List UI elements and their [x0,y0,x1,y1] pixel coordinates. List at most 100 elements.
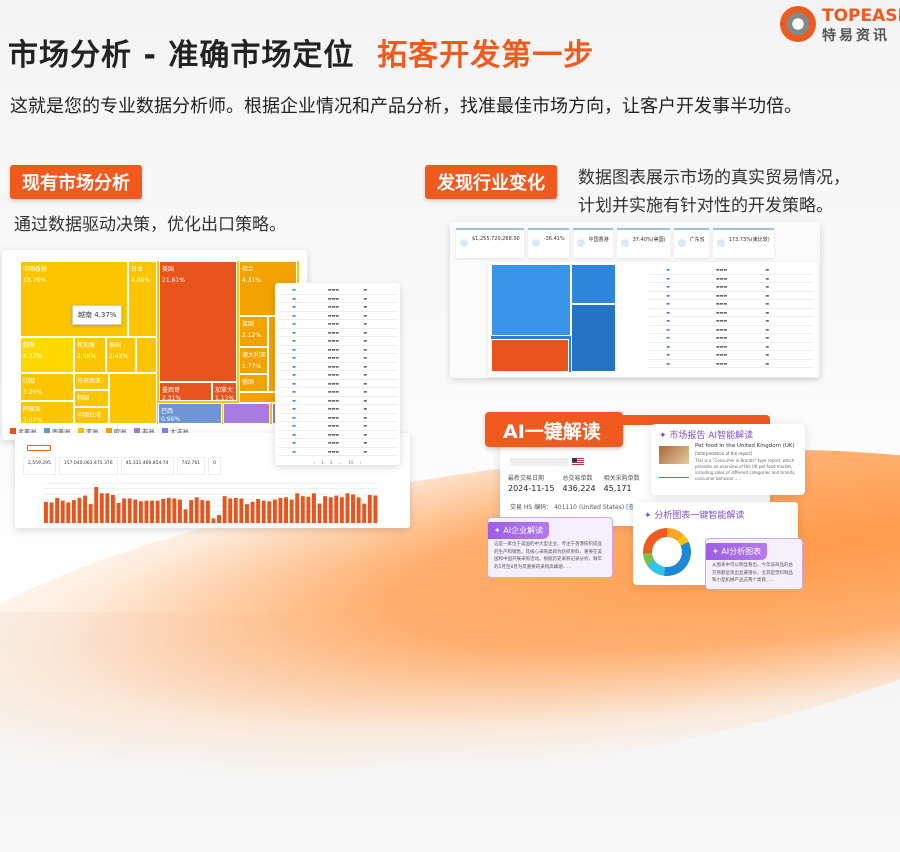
table-row[interactable]: ▬ ▬▬▬ ▬ [278,380,397,388]
bar[interactable] [217,515,221,523]
bar[interactable] [49,502,54,523]
legend-item[interactable]: 大洋洲 [162,427,188,436]
table-row[interactable]: ▬ ▬▬▬ ▬ [278,388,397,397]
bar[interactable] [138,501,143,523]
treemap-cell[interactable]: 美国 21.61% [159,261,237,382]
table-row[interactable]: ▬ ▬▬▬ ▬ [648,292,813,300]
table-row[interactable]: ▬ ▬▬▬ ▬ [278,286,397,295]
legend-item[interactable]: 欧洲 [106,427,126,436]
table-row[interactable]: ▬ ▬▬▬ ▬ [278,320,397,329]
treemap-cell[interactable]: 马来西亚 [74,373,109,390]
treemap-cell[interactable]: 英国 2.12% [239,316,268,347]
bar[interactable] [205,500,210,523]
bar[interactable] [77,497,82,523]
bar[interactable] [261,500,266,523]
table-row[interactable]: ▬ ▬▬▬ ▬ [278,346,397,354]
treemap-cell[interactable]: 德国 [239,374,268,392]
bar[interactable] [233,497,238,523]
table-row[interactable]: ▬ ▬▬▬ ▬ [278,371,397,380]
bar[interactable] [178,499,182,523]
bar[interactable] [71,500,76,523]
bar[interactable] [267,501,272,523]
treemap-cell[interactable]: 韩国 [74,390,109,407]
table-row[interactable]: ▬ ▬▬▬ ▬ [648,326,813,334]
table-row[interactable]: ▬ ▬▬▬ ▬ [278,439,397,448]
legend-item[interactable]: 南美洲 [44,427,70,436]
bar[interactable] [339,497,344,523]
bar[interactable] [194,497,199,523]
legend-item[interactable]: 非洲 [134,427,154,436]
bar[interactable] [278,497,283,523]
bar[interactable] [367,495,372,523]
bar[interactable] [83,495,87,523]
bar[interactable] [272,499,277,523]
bar[interactable] [306,496,311,523]
table-row[interactable]: ▬ ▬▬▬ ▬ [278,329,397,337]
table-row[interactable]: ▬ ▬▬▬ ▬ [648,360,813,368]
bar[interactable] [317,503,322,523]
bar[interactable] [155,500,160,523]
treemap-cell[interactable]: 印度 3.26% [20,373,74,401]
treemap-cell[interactable]: 墨西哥 2.31% [159,382,212,401]
bar[interactable] [323,496,328,523]
bar[interactable] [44,501,48,523]
bar[interactable] [284,497,288,523]
bar[interactable] [133,499,138,523]
export-button[interactable] [27,445,51,451]
bar[interactable] [211,518,216,523]
treemap-cell[interactable]: 加拿大 1.13% [212,382,237,401]
bar[interactable] [60,500,65,523]
table-row[interactable]: ▬ ▬▬▬ ▬ [278,295,397,303]
bar[interactable] [328,497,333,523]
bar[interactable] [183,509,188,523]
bar[interactable] [88,504,93,523]
bar[interactable] [127,498,132,523]
treemap-cell[interactable] [109,373,157,424]
bar[interactable] [66,502,71,523]
table-row[interactable]: ▬ ▬▬▬ ▬ [278,448,397,456]
bar[interactable] [300,496,305,523]
bar[interactable] [362,503,367,523]
table-row[interactable]: ▬ ▬▬▬ ▬ [648,275,813,283]
bar[interactable] [144,500,149,523]
bar[interactable] [172,498,177,523]
treemap-cell[interactable]: 泰国 2.43% [106,337,136,373]
bar[interactable] [345,493,350,523]
table-row[interactable]: ▬ ▬▬▬ ▬ [278,405,397,414]
bar[interactable] [222,496,227,523]
table-row[interactable]: ▬ ▬▬▬ ▬ [278,431,397,439]
treemap-cell[interactable]: 阿联酋 3.07% [20,401,74,424]
bar[interactable] [55,497,60,523]
treemap-cell[interactable]: 越南 4.37% [20,337,74,373]
bar[interactable] [111,495,115,523]
table-row[interactable]: ▬ ▬▬▬ ▬ [278,312,397,320]
bar[interactable] [166,497,171,523]
bar[interactable] [250,501,255,523]
bar[interactable] [99,493,104,523]
treemap-cell[interactable] [223,403,270,424]
bar[interactable] [312,493,316,523]
legend-item[interactable]: 北美洲 [10,427,36,436]
bar[interactable] [94,487,99,523]
bar[interactable] [334,495,339,523]
table-row[interactable]: ▬ ▬▬▬ ▬ [648,283,813,292]
table-row[interactable]: ▬ ▬▬▬ ▬ [278,337,397,346]
bar[interactable] [228,498,233,523]
table-row[interactable]: ▬ ▬▬▬ ▬ [278,354,397,363]
table-row[interactable]: ▬ ▬▬▬ ▬ [278,422,397,431]
table-row[interactable]: ▬ ▬▬▬ ▬ [648,266,813,275]
bar[interactable] [245,504,249,523]
table-row[interactable]: ▬ ▬▬▬ ▬ [278,397,397,405]
bar[interactable] [295,493,300,523]
treemap-cell[interactable]: 新加坡 2.56% [74,337,106,373]
bar[interactable] [116,503,121,523]
bar[interactable] [373,495,378,523]
treemap-cell[interactable] [136,337,157,373]
legend-item[interactable]: 亚洲 [78,427,98,436]
bar[interactable] [256,499,261,523]
table-row[interactable]: ▬ ▬▬▬ ▬ [648,343,813,351]
treemap-cell[interactable]: 日本 4.89% [128,261,157,337]
table-row[interactable]: ▬ ▬▬▬ ▬ [648,309,813,317]
bar[interactable] [105,493,110,523]
treemap-cell[interactable]: 中国香港 18.76% [20,261,128,337]
